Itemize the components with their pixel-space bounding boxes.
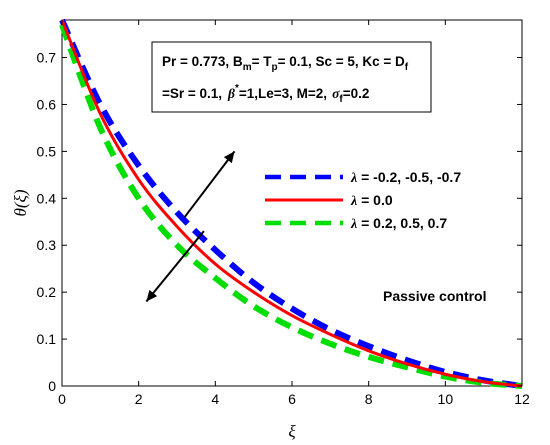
x-tick-label-1: 2 xyxy=(135,391,143,407)
passive-control-annotation: Passive control xyxy=(383,288,487,304)
param-l1-c: = 0.1, Sc = 5, Kc = D xyxy=(278,54,405,69)
x-tick-label-0: 0 xyxy=(58,391,66,407)
x-tick-label-4: 8 xyxy=(365,391,373,407)
param-l2-beta: β xyxy=(227,86,235,101)
legend-text-series-3: = 0.2, 0.5, 0.7 xyxy=(357,215,447,231)
x-tick-label-3: 6 xyxy=(288,391,296,407)
param-l1-b: = T xyxy=(252,54,273,69)
legend-symbol-series-2: λ xyxy=(350,194,357,209)
parameter-line-2: =Sr = 0.1, β*=1,Le=3, M=2, σf=0.2 xyxy=(162,83,369,105)
legend: λ = -0.2, -0.5, -0.7 λ = 0.0 λ = 0.2, 0.… xyxy=(265,169,461,232)
param-l2-a: =Sr = 0.1, xyxy=(162,86,222,101)
y-axis-label: θ(ξ) xyxy=(11,189,30,216)
tick-layer: 0 2 4 6 8 10 12 0 0.1 0.2 0.3 0.4 0.5 0.6 0.7 xyxy=(37,20,530,407)
y-tick-label-7: 0.7 xyxy=(37,50,57,66)
param-l2-star: * xyxy=(235,83,239,94)
y-tick-label-0: 0 xyxy=(48,378,56,394)
param-l2-b: =1,Le=3, M=2, xyxy=(239,86,327,101)
arrow-head-1 xyxy=(223,151,235,164)
parameter-box: Pr = 0.773, Bm= Tp= 0.1, Sc = 5, Kc = Df… xyxy=(151,41,432,113)
series-layer xyxy=(59,18,523,389)
arrow-head-2 xyxy=(146,289,158,302)
y-tick-label-5: 0.5 xyxy=(37,143,57,159)
parameter-box-frame xyxy=(151,41,432,113)
x-tick-label-6: 12 xyxy=(514,391,530,407)
arrow-layer xyxy=(145,150,236,303)
legend-label-series-2: λ = 0.0 xyxy=(350,192,393,209)
arrow-shaft-1 xyxy=(183,150,236,218)
param-l1-a: Pr = 0.773, B xyxy=(162,54,243,69)
series-line-1 xyxy=(59,18,523,389)
legend-symbol-series-1: λ xyxy=(350,171,357,186)
legend-symbol-series-3: λ xyxy=(350,217,357,232)
x-axis-label: ξ xyxy=(288,422,296,441)
parameter-line-1: Pr = 0.773, Bm= Tp= 0.1, Sc = 5, Kc = Df xyxy=(162,54,409,73)
param-l1-sub1: m xyxy=(243,62,252,73)
param-l1-sub3: f xyxy=(405,62,409,73)
y-tick-label-1: 0.1 xyxy=(37,331,57,347)
legend-text-series-1: = -0.2, -0.5, -0.7 xyxy=(357,169,461,185)
y-tick-label-2: 0.2 xyxy=(37,284,57,300)
x-tick-label-5: 10 xyxy=(438,391,454,407)
y-tick-label-6: 0.6 xyxy=(37,96,57,112)
param-l1-sub2: p xyxy=(271,62,277,73)
y-tick-label-4: 0.4 xyxy=(37,190,57,206)
param-l2-c: =0.2 xyxy=(343,86,370,101)
param-l2-sub: f xyxy=(339,94,343,105)
x-tick-label-2: 4 xyxy=(211,391,219,407)
param-l2-sigma: σ xyxy=(332,86,340,101)
y-tick-label-3: 0.3 xyxy=(37,237,57,253)
legend-label-series-1: λ = -0.2, -0.5, -0.7 xyxy=(350,169,461,186)
arrow-shaft-2 xyxy=(145,230,205,303)
legend-label-series-3: λ = 0.2, 0.5, 0.7 xyxy=(350,215,447,232)
legend-text-series-2: = 0.0 xyxy=(357,192,393,208)
series-line-2 xyxy=(60,19,523,388)
series-line-3 xyxy=(59,23,523,389)
